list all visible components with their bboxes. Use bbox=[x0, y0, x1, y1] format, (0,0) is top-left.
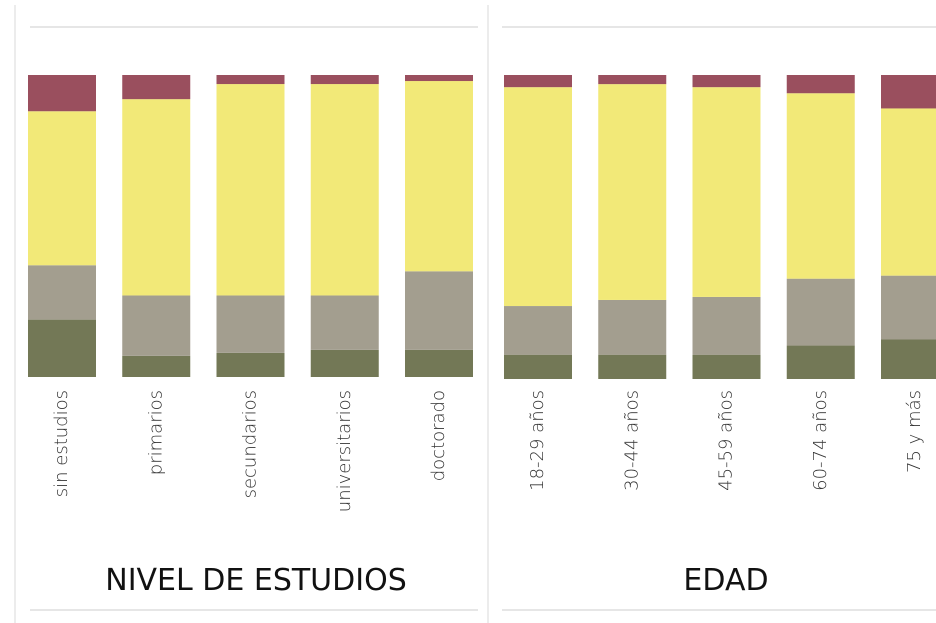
bar-segment bbox=[122, 355, 191, 377]
bar-segment bbox=[786, 278, 855, 346]
bar-segment bbox=[28, 75, 96, 112]
bar-segment bbox=[122, 295, 191, 356]
x-tick-label: 18-29 años bbox=[527, 390, 548, 491]
x-tick-label: secundarios bbox=[240, 390, 261, 498]
bar-segment bbox=[504, 87, 572, 307]
x-tick-label: 30-44 años bbox=[621, 390, 642, 491]
bar-segment bbox=[692, 354, 761, 379]
bar-segment bbox=[122, 75, 191, 100]
bar-segment bbox=[405, 81, 473, 272]
bar-segment bbox=[692, 87, 761, 297]
bar-segment bbox=[598, 84, 667, 300]
bar-segment bbox=[692, 296, 761, 355]
x-tick-label: 60-74 años bbox=[810, 390, 831, 491]
chart-title: EDAD bbox=[683, 563, 768, 598]
bar-segment bbox=[504, 306, 572, 355]
bar-segment bbox=[504, 75, 572, 88]
bar-segment bbox=[216, 75, 285, 85]
bar-segment bbox=[692, 75, 761, 88]
bar-segment bbox=[28, 319, 96, 377]
bar-segment bbox=[598, 354, 667, 379]
x-tick-label: sin estudios bbox=[51, 390, 72, 497]
x-tick-label: 75 y más bbox=[904, 390, 925, 473]
bar-segment bbox=[881, 339, 936, 379]
x-tick-label: 45-59 años bbox=[716, 390, 737, 491]
bar-segment bbox=[310, 349, 379, 377]
bar-segment bbox=[405, 75, 473, 82]
bar-segment bbox=[881, 275, 936, 340]
x-tick-label: primarios bbox=[145, 390, 166, 475]
bar-segment bbox=[122, 99, 191, 296]
bar-segment bbox=[881, 108, 936, 276]
bar-segment bbox=[881, 75, 936, 109]
bar-segment bbox=[28, 265, 96, 320]
bar-segment bbox=[405, 271, 473, 350]
bar-segment bbox=[310, 84, 379, 296]
x-tick-label: universitarios bbox=[334, 390, 355, 512]
bar-segment bbox=[310, 75, 379, 85]
bar-segment bbox=[216, 84, 285, 296]
bar-segment bbox=[28, 111, 96, 266]
bar-segment bbox=[405, 349, 473, 377]
bar-segment bbox=[598, 299, 667, 355]
bar-segment bbox=[786, 345, 855, 379]
bar-segment bbox=[310, 295, 379, 350]
chart-title: NIVEL DE ESTUDIOS bbox=[105, 563, 407, 598]
x-tick-label: doctorado bbox=[428, 390, 449, 481]
bar-segment bbox=[598, 75, 667, 85]
bar-segment bbox=[504, 354, 572, 379]
bar-segment bbox=[786, 93, 855, 279]
bar-segment bbox=[216, 295, 285, 353]
bar-segment bbox=[216, 352, 285, 377]
bar-segment bbox=[786, 75, 855, 94]
